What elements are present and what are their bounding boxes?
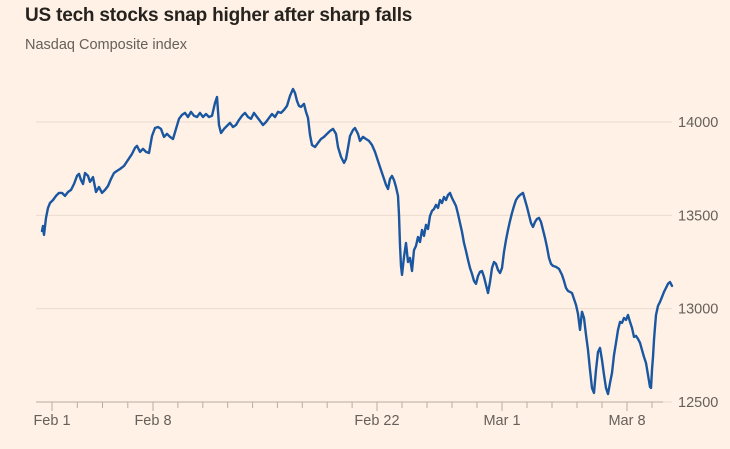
chart-title: US tech stocks snap higher after sharp f…	[25, 5, 413, 26]
x-axis-label-mar-8: Mar 8	[608, 413, 645, 429]
y-axis-label-13500: 13500	[678, 208, 718, 224]
x-axis-label-mar-1: Mar 1	[483, 413, 520, 429]
nasdaq-composite-line	[40, 87, 674, 396]
x-axis-label-feb-1: Feb 1	[33, 413, 70, 429]
chart-subtitle: Nasdaq Composite index	[25, 37, 188, 53]
y-axis-label-13000: 13000	[678, 302, 718, 318]
y-axis-label-14000: 14000	[678, 115, 718, 131]
y-axis-label-12500: 12500	[678, 395, 718, 411]
x-axis-label-feb-8: Feb 8	[134, 413, 171, 429]
x-axis-label-feb-22: Feb 22	[354, 413, 399, 429]
